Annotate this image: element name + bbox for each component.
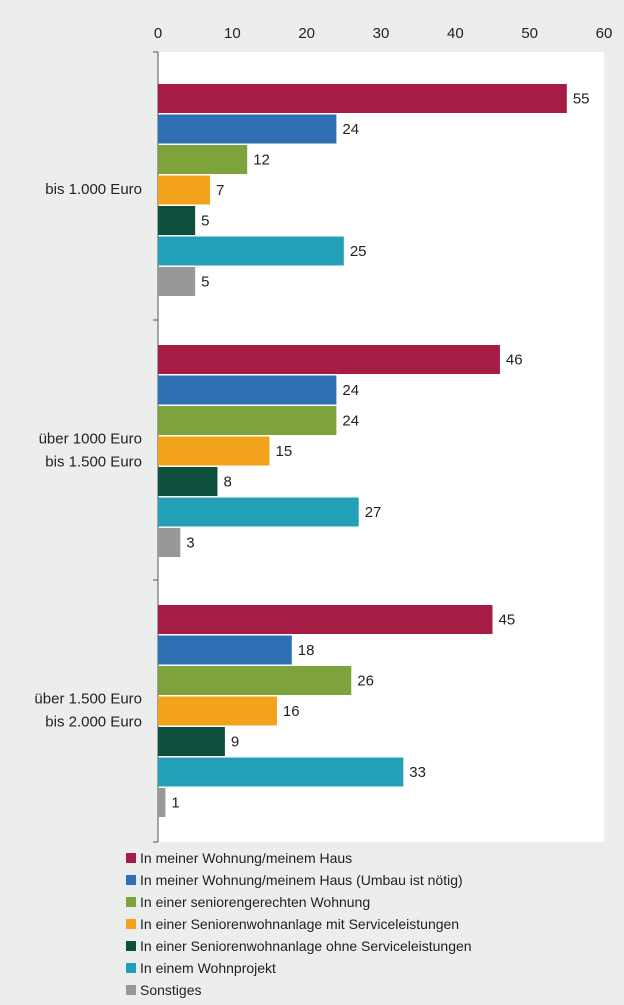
legend-label: In meiner Wohnung/meinem Haus xyxy=(140,850,353,866)
bar xyxy=(158,375,337,405)
bar xyxy=(158,84,567,113)
x-tick-label: 30 xyxy=(373,25,390,42)
bar xyxy=(158,696,277,726)
legend-label: In einem Wohnprojekt xyxy=(140,960,276,976)
bar xyxy=(158,406,337,435)
bar-value-label: 1 xyxy=(171,795,179,812)
legend-swatch xyxy=(126,941,136,951)
category-label-line: über 1000 Euro xyxy=(39,430,142,447)
legend-item: In einer seniorengerechten Wohnung xyxy=(126,891,472,913)
bar xyxy=(158,497,359,527)
legend-item: In einer Seniorenwohnanlage ohne Service… xyxy=(126,935,472,957)
bar-value-label: 18 xyxy=(298,642,315,659)
legend-item: In einem Wohnprojekt xyxy=(126,957,472,979)
legend-swatch xyxy=(126,875,136,885)
bar-value-label: 33 xyxy=(409,764,426,781)
bar-value-label: 5 xyxy=(201,213,209,230)
bar-value-label: 55 xyxy=(573,91,590,108)
bar xyxy=(158,635,292,665)
bar xyxy=(158,788,166,817)
x-tick-label: 60 xyxy=(596,25,613,42)
bar-value-label: 15 xyxy=(276,443,293,460)
category-label: über 1.500 Euro bis 2.000 Euro xyxy=(34,690,142,730)
legend-swatch xyxy=(126,919,136,929)
bar-value-label: 26 xyxy=(357,673,374,690)
bar-value-label: 12 xyxy=(253,152,270,169)
bar-value-label: 24 xyxy=(342,413,359,430)
bar-value-label: 25 xyxy=(350,243,367,260)
bar xyxy=(158,267,196,296)
bar xyxy=(158,528,181,557)
bar-value-label: 8 xyxy=(223,474,231,491)
bar xyxy=(158,727,225,756)
category-label: bis 1.000 Euro xyxy=(45,181,142,198)
bar xyxy=(158,175,211,205)
legend-label: In meiner Wohnung/meinem Haus (Umbau ist… xyxy=(140,872,463,888)
legend-swatch xyxy=(126,897,136,907)
legend-item: Sonstiges xyxy=(126,979,472,1001)
legend-label: Sonstiges xyxy=(140,982,202,998)
bar-value-label: 46 xyxy=(506,352,523,369)
bar-value-label: 5 xyxy=(201,274,209,291)
legend-swatch xyxy=(126,963,136,973)
legend-swatch xyxy=(126,985,136,995)
bar xyxy=(158,757,404,787)
bar xyxy=(158,666,352,695)
legend-swatch xyxy=(126,853,136,863)
legend-item: In meiner Wohnung/meinem Haus (Umbau ist… xyxy=(126,869,472,891)
x-tick-label: 20 xyxy=(298,25,315,42)
legend-item: In meiner Wohnung/meinem Haus xyxy=(126,847,472,869)
legend-label: In einer Seniorenwohnanlage ohne Service… xyxy=(140,938,472,954)
legend-label: In einer seniorengerechten Wohnung xyxy=(140,894,371,910)
bar xyxy=(158,605,493,634)
bar xyxy=(158,206,196,235)
x-tick-label: 10 xyxy=(224,25,241,42)
bar xyxy=(158,114,337,144)
category-label: über 1000 Euro bis 1.500 Euro xyxy=(39,430,142,470)
bar-value-label: 7 xyxy=(216,182,224,199)
legend-item: In einer Seniorenwohnanlage mit Servicel… xyxy=(126,913,472,935)
x-tick-label: 40 xyxy=(447,25,464,42)
category-label-line: über 1.500 Euro xyxy=(34,690,142,707)
bar-value-label: 24 xyxy=(342,121,359,138)
bar-value-label: 45 xyxy=(499,612,516,629)
category-label-line: bis 1.000 Euro xyxy=(45,181,142,198)
bar-value-label: 16 xyxy=(283,703,300,720)
legend: In meiner Wohnung/meinem Haus In meiner W… xyxy=(126,847,472,1001)
bar xyxy=(158,467,218,496)
category-label-line: bis 1.500 Euro xyxy=(45,453,142,470)
bar xyxy=(158,436,270,466)
bar xyxy=(158,236,344,266)
legend-label: In einer Seniorenwohnanlage mit Servicel… xyxy=(140,916,460,932)
x-tick-label: 50 xyxy=(521,25,538,42)
bar-value-label: 27 xyxy=(365,504,382,521)
bar xyxy=(158,345,500,374)
bar-value-label: 24 xyxy=(342,382,359,399)
x-tick-label: 0 xyxy=(154,25,162,42)
category-label-line: bis 2.000 Euro xyxy=(45,713,142,730)
bar xyxy=(158,145,248,174)
bar-value-label: 9 xyxy=(231,734,239,751)
bar-value-label: 3 xyxy=(186,535,194,552)
